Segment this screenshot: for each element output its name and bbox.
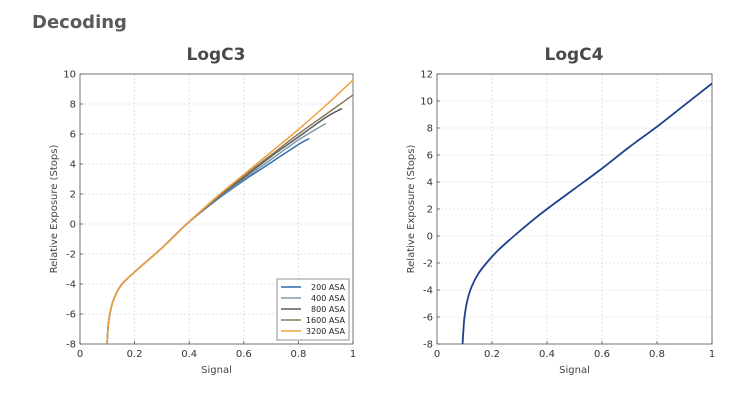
- legend-label: 1600 ASA: [306, 316, 346, 325]
- x-tick-label: 0.8: [649, 349, 665, 360]
- y-tick-label: 4: [427, 178, 433, 189]
- chart-logc4: LogC4 0 0.2 0.4 0.6 0.8 1 -8 -6 -4 -2 0 2 4 6 8 10 12 Sign…: [406, 45, 715, 376]
- chart-title: LogC3: [187, 45, 246, 65]
- y-tick-label: 6: [427, 151, 433, 162]
- x-tick-label: 0.4: [181, 349, 197, 360]
- legend-box: [276, 278, 350, 341]
- y-tick-label: -6: [423, 313, 433, 324]
- x-tick-label: 0.4: [539, 349, 555, 360]
- y-tick-label: -2: [423, 259, 433, 270]
- y-tick-label: -8: [423, 340, 433, 351]
- y-axis-label: Relative Exposure (Stops): [49, 145, 60, 274]
- x-tick-label: 1: [350, 349, 356, 360]
- y-tick-label: -6: [66, 310, 76, 321]
- x-tick-label: 0.6: [594, 349, 610, 360]
- y-tick-label: 8: [427, 124, 433, 135]
- y-tick-label: 8: [70, 100, 76, 111]
- y-tick-label: 6: [70, 130, 76, 141]
- legend-label: 3200 ASA: [306, 327, 346, 336]
- y-tick-label: 2: [427, 205, 433, 216]
- y-tick-label: 10: [420, 97, 433, 108]
- x-axis-label: Signal: [559, 365, 590, 376]
- x-tick-label: 0: [434, 349, 440, 360]
- y-tick-label: -2: [66, 250, 76, 261]
- legend-label: 800 ASA: [311, 305, 346, 314]
- page-title: Decoding: [32, 12, 127, 33]
- x-axis-label: Signal: [201, 365, 232, 376]
- x-tick-label: 0.2: [127, 349, 143, 360]
- series-line-3200-asa: [106, 79, 353, 344]
- y-tick-label: 0: [427, 232, 433, 243]
- y-tick-label: 10: [63, 70, 76, 81]
- x-tick-label: 0.8: [290, 349, 306, 360]
- y-tick-label: -4: [66, 280, 76, 291]
- y-tick-label: 4: [70, 160, 76, 171]
- plot-frame: [79, 73, 354, 345]
- series-line-logc4: [461, 82, 712, 344]
- y-axis-label: Relative Exposure (Stops): [406, 145, 417, 274]
- y-tick-label: 0: [70, 220, 76, 231]
- chart-title: LogC4: [545, 45, 604, 65]
- chart-logc3: LogC3 0 0.2 0.4 0.6 0.8 1 -8 -6 -4 -2 0 2 4 6 8 10 Signal…: [49, 45, 356, 376]
- y-tick-label: -4: [423, 286, 433, 297]
- x-tick-label: 0.2: [484, 349, 500, 360]
- x-tick-label: 1: [709, 349, 715, 360]
- y-tick-label: 12: [420, 70, 433, 81]
- y-tick-label: -8: [66, 340, 76, 351]
- legend-label: 400 ASA: [311, 294, 346, 303]
- y-tick-label: 2: [70, 190, 76, 201]
- x-tick-label: 0.6: [236, 349, 252, 360]
- x-tick-label: 0: [77, 349, 83, 360]
- legend-label: 200 ASA: [311, 283, 346, 292]
